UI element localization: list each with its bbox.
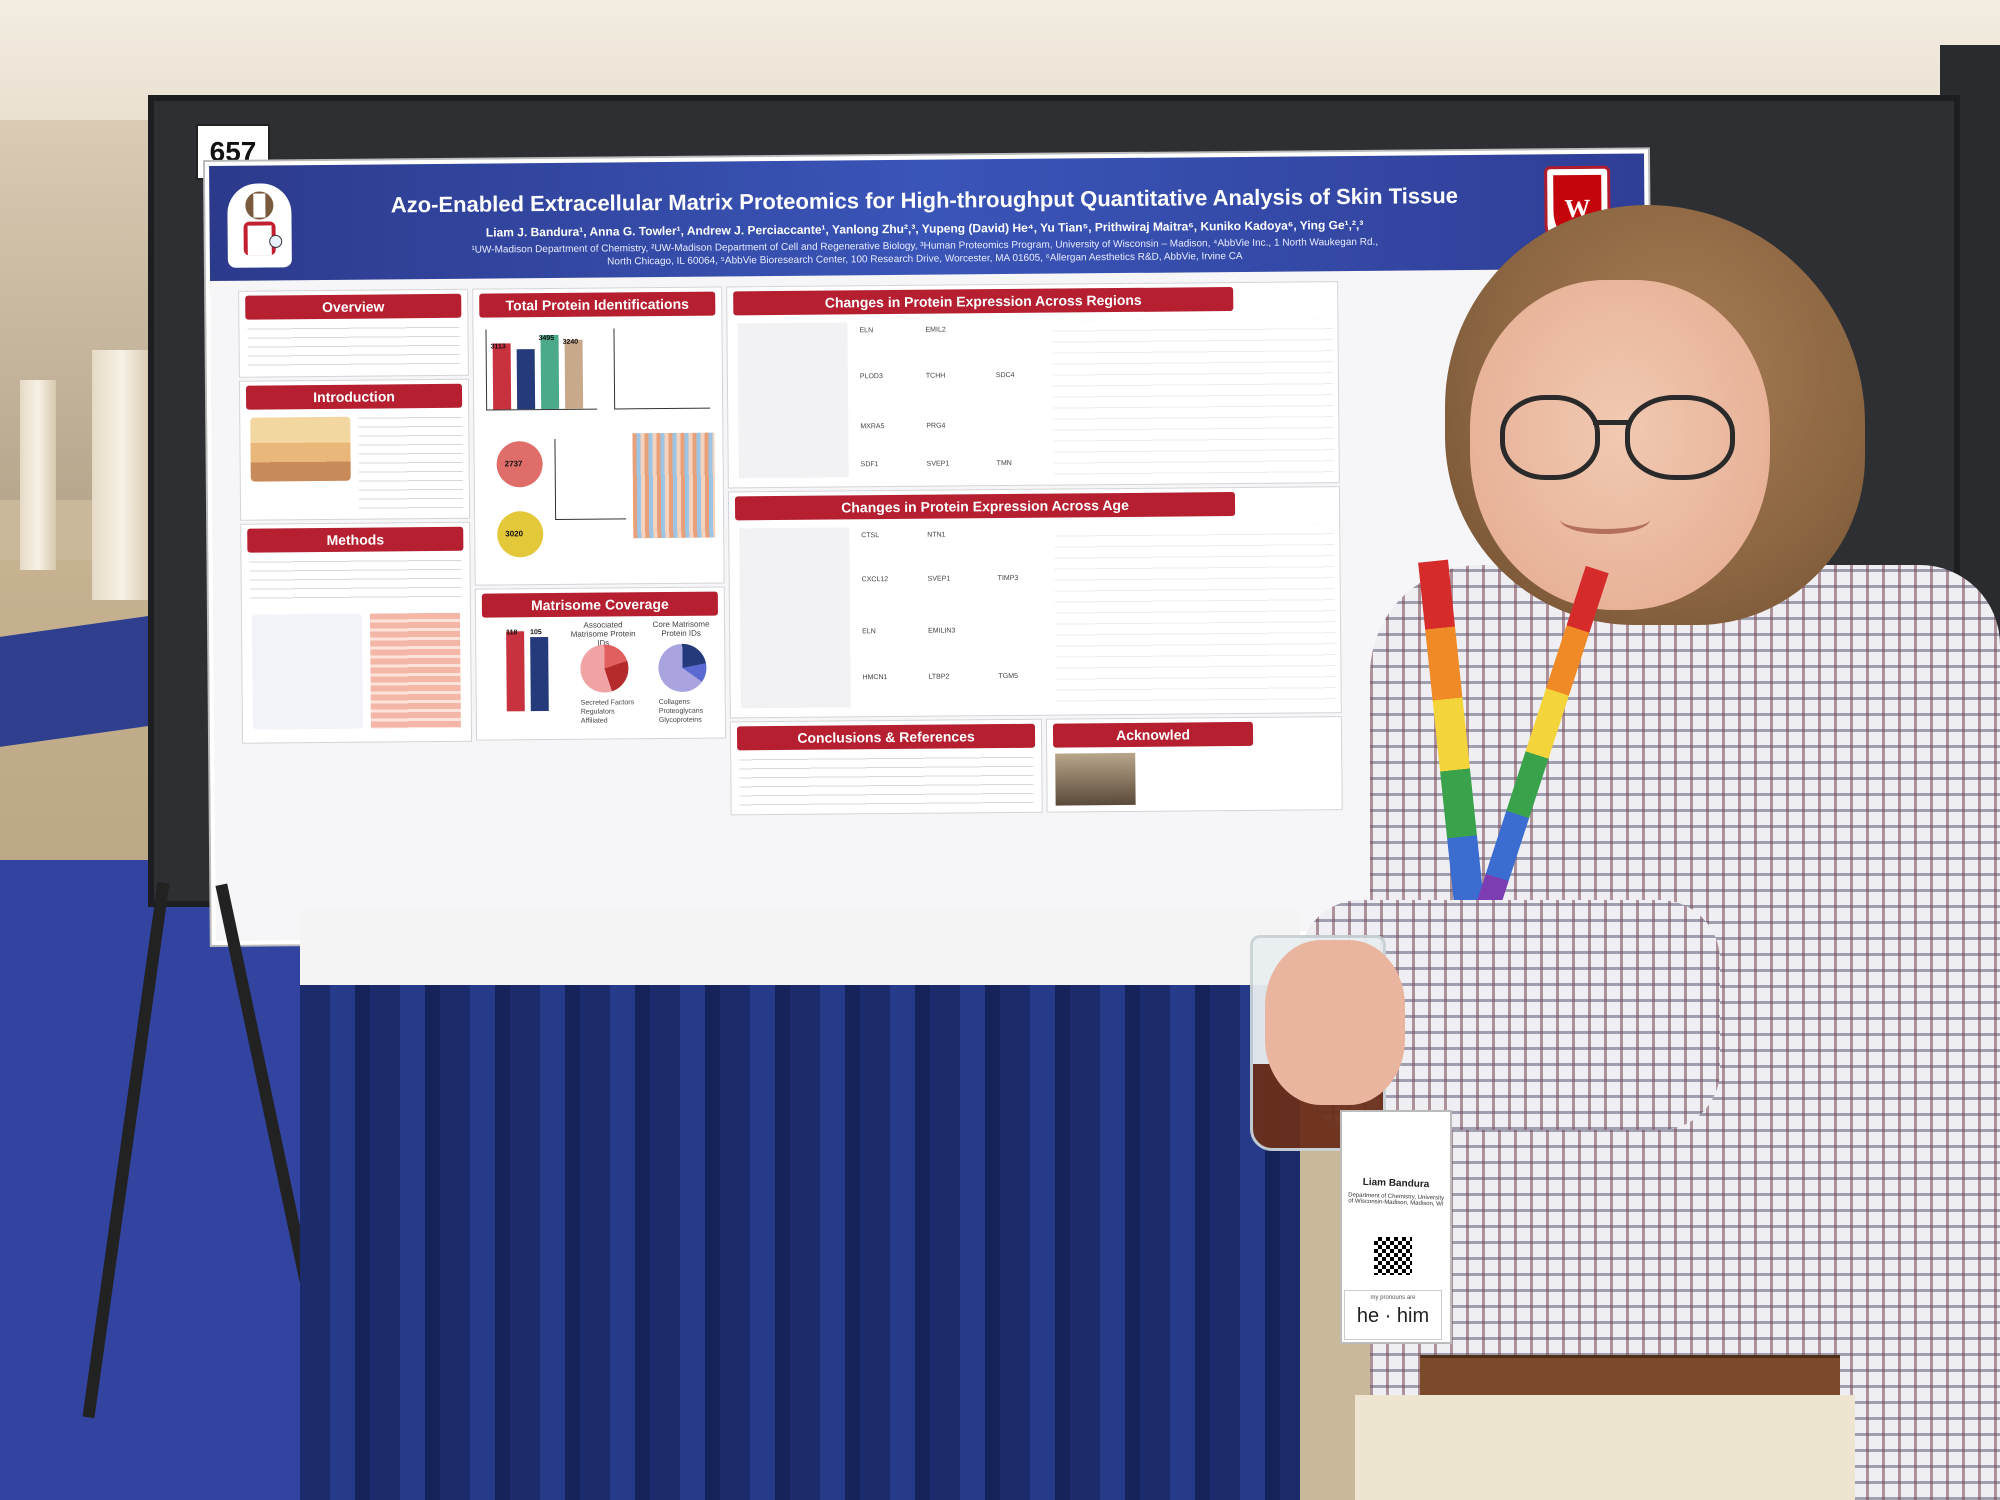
legend-item: Glycoproteins — [658, 716, 702, 725]
bar-aged-chest — [540, 334, 560, 410]
gene-label: HMCN1 — [862, 674, 888, 682]
venn-count: 2737 — [504, 459, 523, 469]
age-panel: Changes in Protein Expression Across Age… — [727, 486, 1342, 719]
gene-label: CTSL — [861, 532, 880, 540]
bar-young-abdomen — [516, 349, 536, 410]
workflow-diagram — [251, 613, 363, 730]
protein-bar-chart: 3113 3495 3240 — [485, 328, 598, 411]
volcano-plots — [737, 322, 849, 479]
clustering-heatmap — [632, 432, 716, 539]
introduction-text — [358, 413, 464, 511]
sample-table — [369, 612, 461, 729]
methods-text — [249, 556, 462, 605]
associated-legend: Secreted Factors Regulators Affiliated — [581, 698, 651, 726]
bar-label: 3495 — [538, 334, 555, 343]
gene-label: EMILIN3 — [928, 627, 956, 635]
conclusions-heading: Conclusions & References — [736, 723, 1036, 751]
overview-text — [247, 323, 460, 370]
gene-label: SDF1 — [860, 461, 879, 469]
blue-carpet — [0, 860, 330, 1500]
skin-diagram — [250, 416, 351, 482]
pants — [1355, 1395, 1855, 1500]
pronoun-card: my pronouns are he · him — [1344, 1290, 1442, 1340]
conclusions-panel: Conclusions & References — [729, 718, 1043, 816]
age-ontology-plot — [1054, 523, 1336, 706]
gene-label: CXCL12 — [861, 576, 889, 584]
bar-associated — [506, 631, 525, 712]
bar-aged-abdomen — [564, 339, 584, 409]
bar-label: 3113 — [490, 343, 506, 351]
core-legend: Collagens Proteoglycans Glycoproteins — [659, 698, 719, 726]
introduction-heading: Introduction — [245, 383, 463, 410]
pronoun-header: my pronouns are — [1370, 1295, 1416, 1301]
glasses — [1500, 395, 1600, 480]
pronouns: he · him — [1356, 1305, 1430, 1327]
violin-plot — [613, 327, 711, 410]
overview-panel: Overview — [238, 288, 469, 378]
bar-core — [530, 637, 549, 712]
pca-plot — [554, 438, 627, 520]
acknowledgements-heading: Acknowled — [1052, 721, 1254, 748]
total-protein-heading: Total Protein Identifications — [479, 291, 716, 318]
gene-label: ELN — [859, 327, 874, 335]
badger-mascot-logo — [227, 183, 292, 268]
region-ontology-plot — [1052, 318, 1334, 476]
age-boxplots: CTSL NTN1 CXCL12 SVEP1 TIMP3 ELN EMILIN3… — [857, 526, 1049, 708]
gene-label: PRG4 — [926, 422, 946, 430]
matrisome-panel: Matrisome Coverage 118 105 Associated Ma… — [474, 586, 727, 741]
conclusions-text — [739, 753, 1034, 807]
badge-department: Department of Chemistry, University of W… — [1348, 1192, 1445, 1208]
glasses — [1625, 395, 1735, 480]
gene-label: TIMP3 — [997, 574, 1019, 583]
regions-heading: Changes in Protein Expression Across Reg… — [733, 287, 1234, 316]
matrisome-heading: Matrisome Coverage — [481, 591, 718, 618]
bar-label: 118 — [506, 629, 518, 637]
bar-label: 105 — [530, 629, 542, 637]
table-skirt — [300, 985, 1300, 1500]
hall-pillar — [92, 350, 152, 600]
overview-heading: Overview — [245, 293, 462, 320]
qr-code-icon — [1374, 1237, 1412, 1275]
smile — [1560, 505, 1650, 534]
hall-pillar — [20, 380, 56, 570]
gene-label: LTBP2 — [928, 673, 950, 681]
belt — [1420, 1355, 1840, 1398]
age-volcano-plots — [739, 527, 851, 709]
venn-count: 3020 — [505, 529, 524, 539]
bar-young-chest — [492, 343, 512, 410]
age-heading: Changes in Protein Expression Across Age — [734, 492, 1236, 521]
introduction-panel: Introduction — [238, 378, 471, 521]
associated-pie — [580, 644, 629, 693]
core-label: Core Matrisome Protein IDs — [652, 619, 710, 639]
gene-label: NTN1 — [927, 531, 946, 539]
region-boxplots: ELN EMIL2 PLOD3 TCHH SDC4 MXRA5 PRG4 SDF… — [855, 321, 1046, 478]
gene-label: MXRA5 — [860, 423, 885, 431]
glasses-bridge — [1593, 420, 1628, 425]
gene-label: ELN — [862, 628, 876, 636]
badge-name: Liam Bandura — [1362, 1176, 1430, 1191]
gene-label: SVEP1 — [927, 575, 951, 583]
group-photo — [1055, 752, 1136, 806]
gene-label: TGM5 — [998, 672, 1019, 681]
regions-panel: Changes in Protein Expression Across Reg… — [726, 281, 1340, 489]
gene-label: TCHH — [925, 372, 946, 380]
gene-label: EMIL2 — [925, 326, 946, 334]
gene-label: TMN — [996, 459, 1012, 468]
acknowledgements-panel: Acknowled — [1045, 716, 1343, 813]
gene-label: SDC4 — [995, 371, 1015, 380]
gene-label: PLOD3 — [859, 373, 883, 381]
legend-item: Affiliated — [580, 717, 608, 725]
methods-heading: Methods — [247, 526, 464, 553]
hand — [1265, 940, 1405, 1105]
methods-panel: Methods — [240, 521, 473, 744]
total-protein-panel: Total Protein Identifications 3113 3495 … — [472, 286, 725, 586]
core-pie — [658, 643, 707, 693]
bar-label: 3240 — [562, 338, 579, 346]
gene-label: SVEP1 — [926, 460, 950, 468]
